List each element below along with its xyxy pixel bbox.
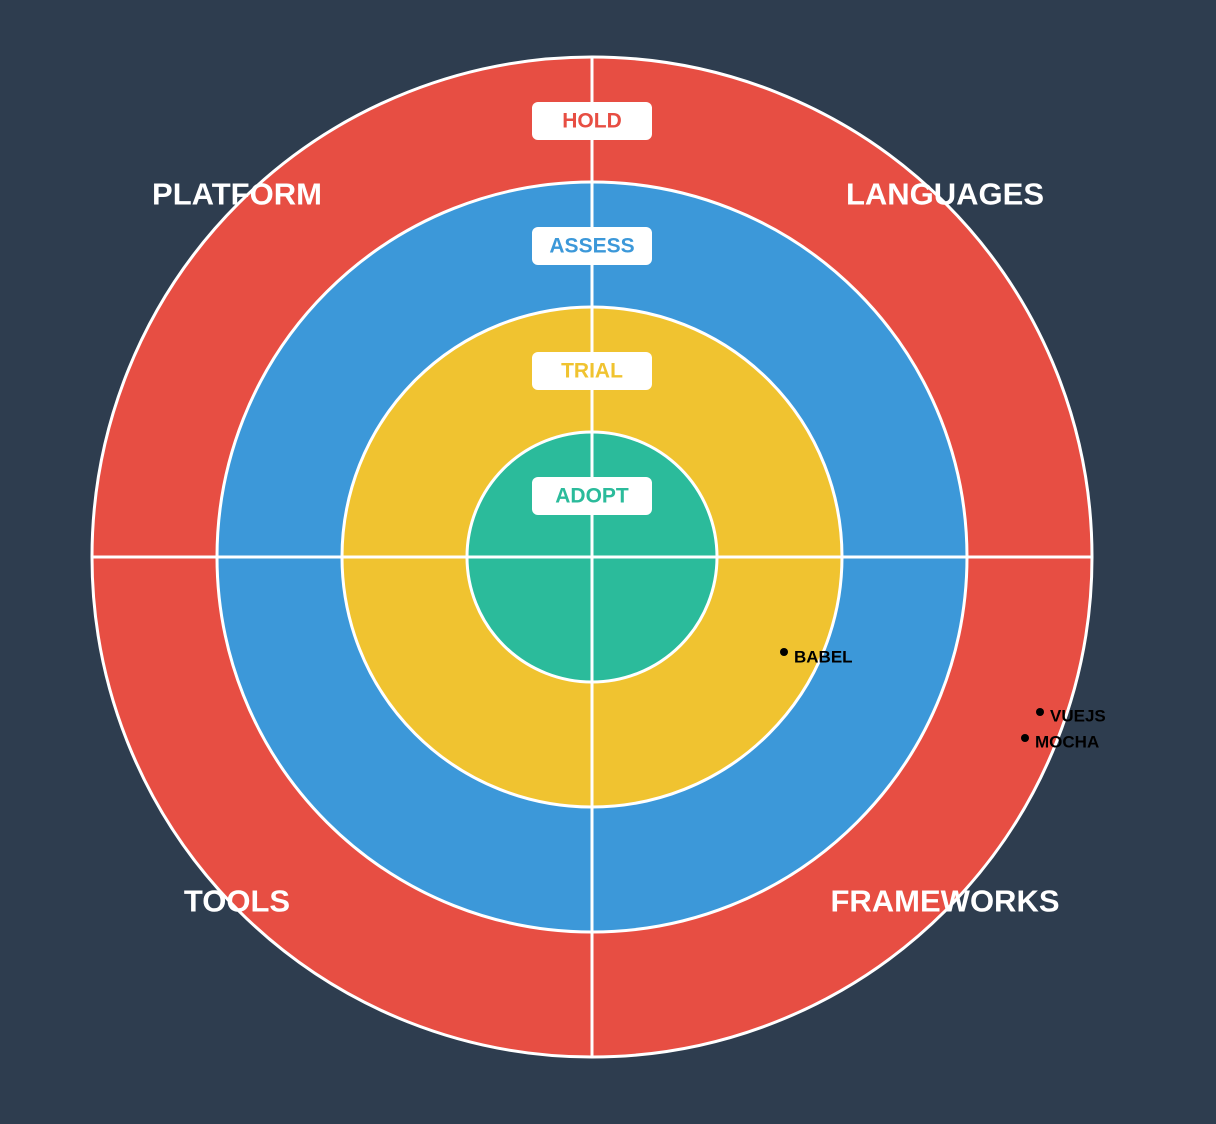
- blip-vuejs-label: VUEJS: [1050, 707, 1106, 726]
- blip-mocha-dot: [1021, 734, 1029, 742]
- ring-label-trial-bg: [532, 352, 652, 390]
- quadrant-label-frameworks: FRAMEWORKS: [830, 884, 1059, 919]
- blip-mocha-label: MOCHA: [1035, 733, 1099, 752]
- blip-babel-label: BABEL: [794, 648, 853, 667]
- ring-label-assess: ASSESS: [532, 227, 652, 265]
- blip-babel[interactable]: BABEL: [780, 648, 853, 667]
- ring-label-hold-text: HOLD: [562, 110, 622, 133]
- ring-label-adopt-text: ADOPT: [555, 485, 629, 508]
- ring-label-trial-text: TRIAL: [561, 360, 623, 383]
- blip-vuejs-dot: [1036, 708, 1044, 716]
- ring-label-adopt: ADOPT: [532, 477, 652, 515]
- ring-label-hold: HOLD: [532, 102, 652, 140]
- ring-label-hold-bg: [532, 102, 652, 140]
- quadrant-label-platform: PLATFORM: [152, 177, 322, 212]
- blip-babel-dot: [780, 648, 788, 656]
- ring-label-adopt-bg: [532, 477, 652, 515]
- blip-mocha[interactable]: MOCHA: [1021, 733, 1099, 752]
- ring-label-trial: TRIAL: [532, 352, 652, 390]
- quadrant-label-tools: TOOLS: [184, 884, 290, 919]
- ring-label-assess-text: ASSESS: [549, 235, 634, 258]
- ring-label-assess-bg: [532, 227, 652, 265]
- blip-vuejs[interactable]: VUEJS: [1036, 707, 1106, 726]
- quadrant-label-languages: LANGUAGES: [846, 177, 1044, 212]
